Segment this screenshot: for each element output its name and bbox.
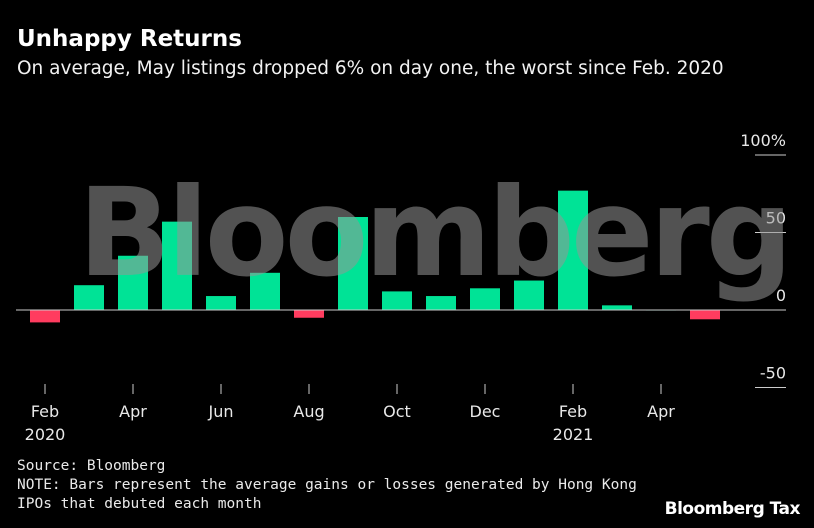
bar-jun-2020	[206, 296, 236, 310]
bar-jan-2021	[514, 280, 544, 310]
x-tick-year: 2020	[25, 425, 66, 444]
x-tick-label: Apr	[119, 402, 147, 421]
x-axis: Feb 2020 Apr Jun Aug Oct Dec Feb 2021 Apr	[25, 384, 675, 444]
y-tick-label: 0	[776, 286, 786, 305]
x-tick-label: Jun	[208, 402, 234, 421]
bar-feb-2021	[558, 190, 588, 310]
bar-jul-2020	[250, 272, 280, 310]
bar-aug-2020	[294, 310, 324, 318]
bar-mar-2021	[602, 305, 632, 310]
bar-mar-2020	[74, 285, 104, 310]
bar-may-2020	[162, 221, 192, 310]
bar-apr-2020	[118, 255, 148, 310]
x-tick-label: Oct	[383, 402, 411, 421]
x-tick-label: Dec	[470, 402, 501, 421]
x-tick-label: Feb	[31, 402, 59, 421]
x-tick-year: 2021	[553, 425, 594, 444]
bar-oct-2020	[382, 291, 412, 310]
chart-title: Unhappy Returns	[17, 26, 242, 52]
x-tick-label: Aug	[293, 402, 324, 421]
bar-sep-2020	[338, 217, 368, 310]
y-tick-label: 100%	[740, 131, 786, 150]
y-tick-label: 50	[766, 209, 786, 228]
y-axis: 100% 50 0 -50	[16, 131, 786, 388]
y-tick-label: -50	[760, 364, 786, 383]
source-note: Source: Bloomberg	[17, 458, 166, 474]
bloomberg-tax-logo: Bloomberg Tax	[664, 499, 801, 519]
bar-may-2021	[690, 310, 720, 320]
x-tick-label: Apr	[647, 402, 675, 421]
bar-feb-2020	[30, 310, 60, 323]
footnote: NOTE: Bars represent the average gains o…	[17, 477, 637, 512]
bar-nov-2020	[426, 296, 456, 310]
x-tick-label: Feb	[559, 402, 587, 421]
chart-subtitle: On average, May listings dropped 6% on d…	[17, 58, 724, 79]
bars-group	[30, 190, 720, 323]
bar-dec-2020	[470, 288, 500, 310]
